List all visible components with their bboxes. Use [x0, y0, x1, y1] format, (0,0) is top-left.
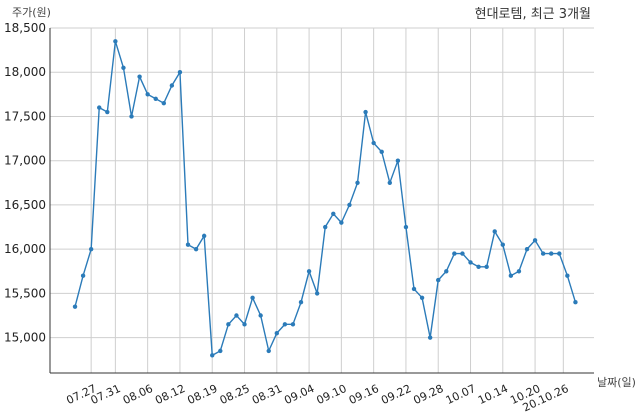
data-point [452, 251, 457, 256]
x-tick-label: 09.22 [379, 382, 413, 407]
data-point [145, 92, 150, 97]
data-point [387, 180, 392, 186]
grid [50, 27, 594, 373]
data-point [468, 260, 473, 265]
y-tick-label: 18,500 [4, 21, 46, 35]
y-tick-label: 15,500 [4, 286, 46, 300]
y-tick-label: 15,000 [4, 331, 46, 345]
data-point [419, 295, 425, 301]
data-point [492, 229, 497, 234]
data-point [290, 322, 296, 327]
data-point [339, 220, 344, 225]
data-point [185, 242, 191, 247]
data-point [201, 233, 207, 239]
data-point [226, 322, 231, 327]
y-tick-label: 18,000 [4, 65, 46, 79]
data-point [234, 313, 239, 318]
data-point [153, 96, 158, 101]
x-tick-label: 08.25 [218, 382, 252, 407]
data-point [137, 74, 142, 79]
data-point [169, 83, 175, 88]
data-point [250, 295, 255, 301]
x-tick-label: 10.07 [444, 382, 478, 407]
data-point [371, 140, 376, 146]
data-point [218, 348, 223, 354]
data-point [161, 100, 167, 106]
data-point [540, 251, 546, 256]
data-point [80, 273, 86, 278]
labels: 현대로템, 최근 3개월 주가(원) 날짜(일) 15,000 15,500 16,… [4, 6, 636, 414]
x-tick-label: 10.14 [476, 382, 510, 407]
data-point [532, 238, 538, 243]
data-point [573, 300, 578, 305]
data-point [314, 291, 320, 296]
data-point [177, 70, 183, 75]
data-point [347, 202, 352, 208]
data-point [88, 246, 94, 252]
data-point [193, 246, 199, 252]
x-axis-title: 날짜(일) [597, 375, 636, 389]
data-point [565, 273, 570, 278]
y-axis-title: 주가(원) [12, 6, 51, 19]
x-tick-label: 09.10 [315, 382, 349, 407]
data-point [323, 224, 328, 230]
data-point [129, 114, 134, 119]
series [72, 39, 578, 358]
data-point [403, 224, 409, 230]
data-point [298, 300, 304, 305]
y-tick-label: 17,000 [4, 154, 46, 168]
y-tick-label: 16,500 [4, 198, 46, 212]
data-point [242, 322, 247, 327]
x-tick-label: 08.12 [153, 382, 187, 407]
data-point [557, 251, 562, 256]
data-point [427, 335, 433, 340]
data-point [274, 330, 280, 336]
data-point [355, 180, 360, 186]
data-point [266, 348, 271, 354]
data-point [306, 269, 312, 274]
data-point [436, 277, 441, 283]
data-point [72, 304, 78, 309]
data-point [516, 269, 522, 274]
x-tick-label: 08.19 [185, 382, 219, 407]
axes [49, 28, 594, 374]
x-tick-label: 08.06 [121, 382, 155, 407]
x-tick-label: 08.31 [250, 382, 284, 407]
data-point [363, 109, 368, 115]
data-point [97, 105, 102, 110]
y-tick-label: 17,500 [4, 109, 46, 123]
data-point [105, 109, 110, 115]
series-line [74, 41, 577, 357]
data-point [484, 264, 489, 270]
data-point [331, 211, 336, 216]
chart-title: 현대로템, 최근 3개월 [475, 7, 591, 22]
data-point [258, 313, 263, 318]
data-point [524, 246, 530, 252]
x-tick-label: 09.04 [282, 382, 316, 407]
data-point [476, 264, 481, 270]
data-point [444, 269, 449, 274]
data-point [549, 251, 554, 256]
data-point [121, 65, 126, 71]
data-point [500, 242, 505, 247]
data-point [113, 39, 118, 44]
data-point [210, 353, 215, 358]
data-point [282, 322, 288, 327]
data-point [411, 286, 417, 292]
x-tick-label: 09.16 [347, 382, 381, 407]
data-point [508, 273, 514, 278]
data-point [395, 158, 401, 163]
data-point [379, 149, 384, 155]
x-tick-label: 09.28 [411, 382, 445, 407]
y-tick-label: 16,000 [4, 242, 46, 256]
data-point [460, 251, 465, 256]
